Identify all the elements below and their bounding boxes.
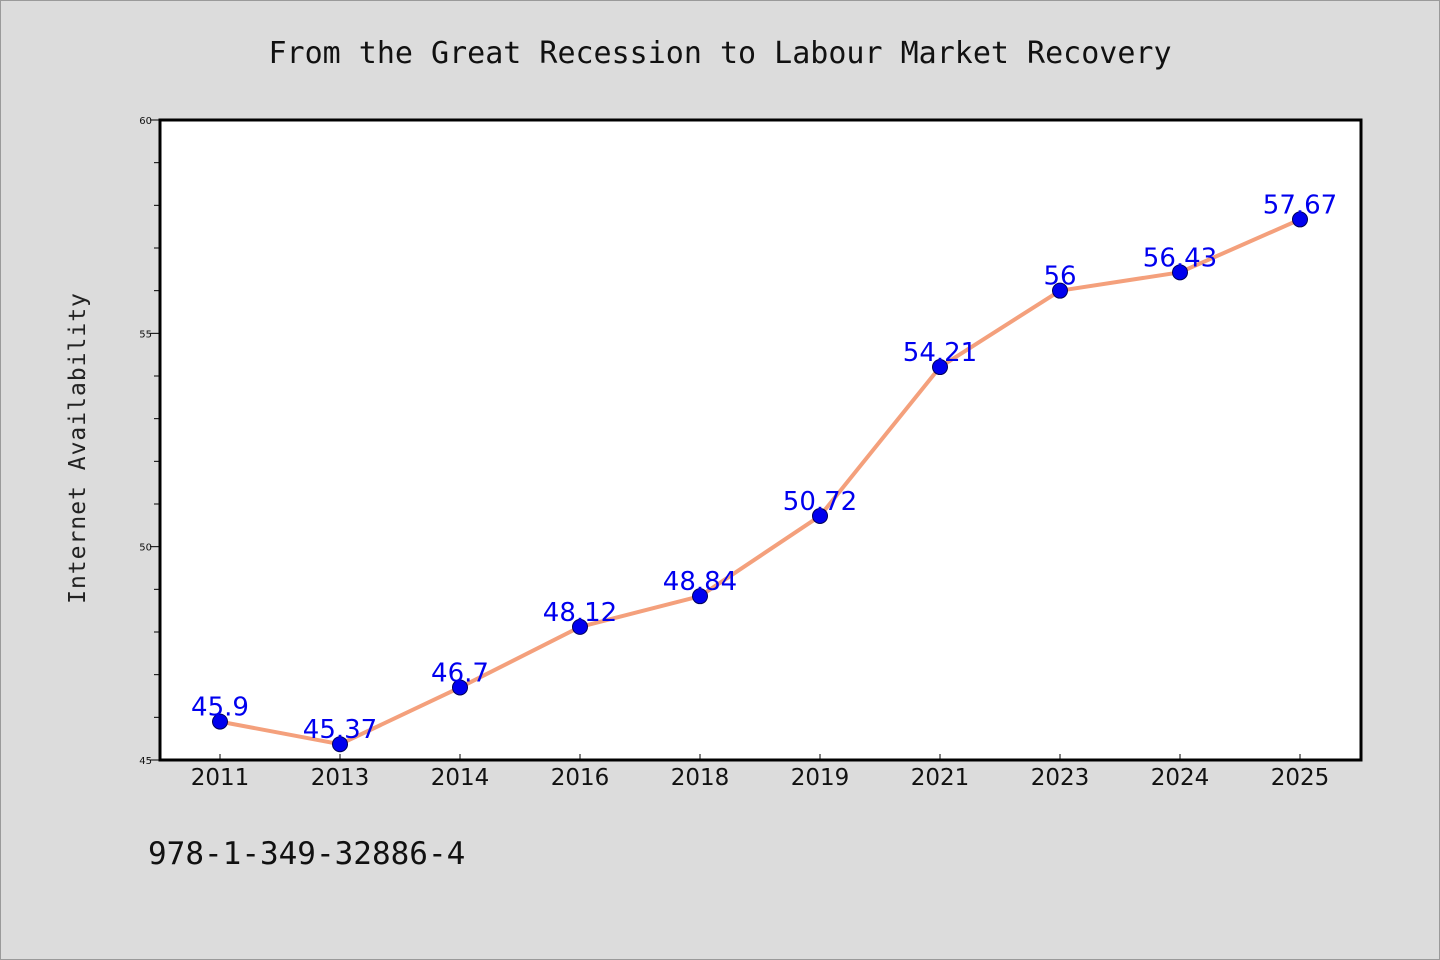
x-axis-ticks: 2011 2013 2014 2016 2018 2019 2021 2023 2024 2025 [191, 754, 1330, 791]
x-tick-label: 2014 [431, 765, 490, 791]
data-label: 45.37 [303, 715, 377, 745]
data-label: 45.9 [191, 693, 249, 723]
x-tick-label: 2021 [911, 765, 970, 791]
y-tick-label: 45 [139, 756, 152, 767]
x-tick-label: 2018 [671, 765, 730, 791]
x-tick-label: 2013 [311, 765, 370, 791]
x-tick-label: 2011 [191, 765, 250, 791]
x-tick-label: 2024 [1151, 765, 1210, 791]
data-point [812, 507, 828, 524]
data-label: 48.12 [543, 598, 617, 628]
x-tick-label: 2016 [551, 765, 610, 791]
plot-border [158, 118, 1363, 762]
plot-area [160, 120, 1361, 760]
isbn-text: 978-1-349-32886-4 [148, 836, 465, 872]
data-point [332, 736, 348, 753]
data-labels: 45.9 45.37 46.7 48.12 48.84 50.72 54.21 56 56.43… [191, 190, 1337, 745]
data-label: 57.67 [1263, 190, 1337, 220]
series-line [218, 217, 1302, 747]
data-point [1052, 282, 1068, 299]
x-tick-label: 2023 [1031, 765, 1090, 791]
chart-title: From the Great Recession to Labour Marke… [268, 36, 1171, 71]
data-label: 54.21 [903, 338, 977, 368]
data-label: 50.72 [783, 487, 857, 517]
data-label: 56.43 [1143, 243, 1217, 273]
data-label: 56 [1043, 262, 1076, 292]
data-label: 46.7 [431, 658, 489, 688]
data-point [1292, 211, 1308, 228]
y-tick-label: 60 [139, 116, 152, 127]
data-point [932, 359, 948, 376]
y-axis-ticks: 45 50 55 60 [139, 116, 160, 767]
y-tick-label: 55 [139, 329, 152, 340]
data-point [212, 713, 228, 730]
y-axis-label: Internet Availability [65, 292, 91, 604]
x-tick-label: 2019 [791, 765, 850, 791]
data-markers [212, 211, 1308, 753]
data-point [452, 679, 468, 696]
data-point [572, 618, 588, 635]
x-tick-label: 2025 [1271, 765, 1330, 791]
data-point [692, 588, 708, 605]
data-point [1172, 264, 1188, 281]
data-label: 48.84 [663, 567, 737, 597]
y-tick-label: 50 [139, 543, 152, 554]
